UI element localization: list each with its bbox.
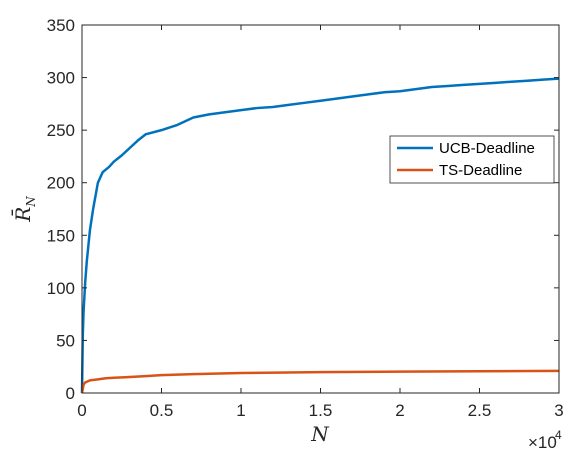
- x-tick-label: 2: [395, 401, 404, 420]
- y-tick-label: 150: [47, 226, 75, 245]
- plot-area: [82, 25, 559, 393]
- y-tick-label: 0: [66, 384, 75, 403]
- y-tick-label: 250: [47, 121, 75, 140]
- y-axis-label-main: R̄: [10, 207, 35, 223]
- x-axis-label: N: [310, 422, 330, 446]
- series-line-ucb-deadline: [80, 77, 560, 394]
- legend-box: [389, 135, 555, 184]
- y-axis-label-text: R̄N: [10, 196, 38, 223]
- x-tick-label: 1.5: [309, 401, 333, 420]
- legend-label-ucb: UCB-Deadline: [439, 140, 535, 157]
- y-tick-label: 350: [47, 16, 75, 35]
- x-tick-label: 1: [236, 401, 245, 420]
- legend: UCB-Deadline TS-Deadline: [389, 135, 555, 184]
- y-axis-label-subscript: N: [24, 196, 38, 208]
- y-tick-label: 50: [56, 331, 75, 350]
- ticks-layer: 0 0.5 1 1.5 2 2.5 3 0 50 100 150 200 250 300 350: [47, 16, 564, 420]
- x-exponent-base: ×10: [528, 433, 557, 452]
- y-tick-label: 100: [47, 279, 75, 298]
- series-line-ts-deadline: [80, 369, 560, 394]
- y-tick-label: 300: [47, 69, 75, 88]
- y-axis-label: R̄N: [10, 196, 38, 223]
- legend-label-ts: TS-Deadline: [439, 162, 522, 179]
- y-tick-label: 200: [47, 174, 75, 193]
- x-tick-label: 0: [77, 401, 86, 420]
- x-tick-label: 3: [554, 401, 563, 420]
- x-tick-label: 2.5: [468, 401, 492, 420]
- x-tick-label: 0.5: [150, 401, 174, 420]
- series-layer: [80, 77, 560, 394]
- x-exponent-power: 4: [555, 428, 562, 442]
- x-axis-exponent: ×10 4: [528, 428, 562, 452]
